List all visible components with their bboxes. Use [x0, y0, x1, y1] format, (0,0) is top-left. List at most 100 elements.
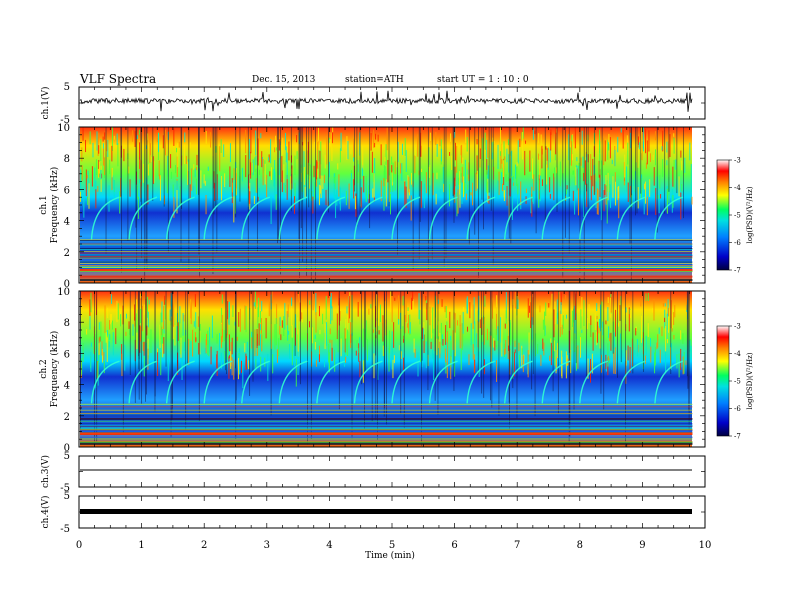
spectrogram-streak — [333, 176, 335, 184]
spectrogram-streak — [98, 161, 100, 174]
spectrogram-streak — [681, 183, 683, 192]
spectrogram-streak — [331, 347, 333, 361]
spectrogram-band — [80, 409, 693, 411]
spectrogram-streak — [94, 167, 96, 191]
spectrogram-band — [80, 263, 693, 264]
spectrogram-streak — [662, 130, 664, 152]
spectrogram-streak — [340, 338, 342, 357]
spectrogram-sferic — [443, 127, 445, 267]
spectrogram-streak — [475, 172, 477, 191]
spectrogram-streak — [294, 182, 296, 203]
spectrogram-streak — [368, 308, 370, 315]
spectrogram-streak — [566, 314, 568, 319]
spectrogram-streak — [207, 330, 209, 355]
spectrogram-band — [80, 244, 693, 246]
spectrogram-streak — [467, 169, 469, 175]
spectrogram-streak — [635, 144, 637, 163]
spectrogram-streak — [179, 186, 181, 206]
spectrogram-streak — [383, 177, 385, 187]
spectrogram-streak — [124, 344, 126, 371]
spectrogram-streak — [437, 299, 439, 304]
spectrogram-streak — [203, 174, 205, 184]
spectrogram-streak — [173, 196, 175, 218]
spectrogram-streak — [690, 164, 692, 192]
spectrogram-streak — [521, 345, 523, 369]
spectrogram-streak — [537, 343, 539, 354]
spectrogram-streak — [339, 148, 341, 163]
spectrogram-streak — [233, 196, 235, 223]
spectrogram-streak — [232, 305, 234, 317]
spectrogram-streak — [555, 127, 557, 155]
spectrogram-sferic — [96, 291, 98, 443]
spectrogram-streak — [442, 339, 444, 346]
spectrogram-band — [80, 266, 693, 268]
spectrogram-streak — [433, 353, 435, 381]
spectrogram-streak — [318, 150, 320, 162]
spectrogram-streak — [449, 152, 451, 156]
spectrogram-streak — [309, 164, 311, 176]
spectrogram-streak — [253, 302, 255, 307]
spectrogram-sferic — [427, 291, 429, 391]
spectrogram-streak — [472, 182, 474, 206]
spectrogram-sferic — [364, 291, 365, 429]
spectrogram-streak — [505, 310, 507, 324]
spectrogram-streak — [270, 139, 272, 164]
spectrogram-streak — [556, 299, 558, 325]
spectrogram-band — [80, 420, 693, 422]
header-date: Dec. 15, 2013 — [252, 75, 316, 85]
spectrogram-streak — [398, 319, 400, 325]
spectrogram-streak — [575, 293, 577, 321]
spectrogram-streak — [596, 315, 598, 320]
spectrogram-streak — [87, 170, 89, 189]
spectrogram-sferic — [127, 127, 129, 241]
header-start-time: start UT = 1 : 10 : 0 — [437, 75, 529, 85]
spectrogram-streak — [231, 182, 233, 193]
spectrogram-streak — [514, 349, 516, 354]
spectrogram-streak — [162, 343, 164, 358]
spectrogram-streak — [476, 333, 478, 356]
spectrogram-streak — [262, 159, 264, 186]
spectrogram-streak — [606, 180, 608, 192]
spectrogram-streak — [345, 327, 347, 355]
spectrogram-streak — [560, 292, 562, 305]
spectrogram-streak — [642, 127, 644, 149]
spectrogram-streak — [339, 186, 341, 204]
spectrogram-streak — [680, 192, 682, 220]
spectrogram-sferic — [163, 127, 165, 207]
spectrogram-band — [80, 255, 693, 257]
spectrogram-streak — [614, 149, 616, 167]
spectrogram-streak — [503, 190, 505, 202]
spectrogram-streak — [246, 341, 248, 352]
spectrogram-streak — [255, 168, 257, 193]
spectrogram-streak — [309, 321, 311, 328]
spectrogram-streak — [512, 182, 514, 186]
spectrogram-streak — [429, 164, 431, 186]
spectrogram-streak — [648, 130, 650, 152]
spectrogram-streak — [147, 133, 149, 141]
whistler-trace — [428, 360, 458, 404]
spectrogram-streak — [613, 352, 615, 374]
spectrogram-streak — [686, 298, 688, 311]
spectrogram-streak — [614, 347, 616, 375]
y-axis-label: Frequency (kHz) — [49, 331, 60, 408]
spectrogram-streak — [642, 338, 644, 347]
spectrogram-streak — [89, 315, 91, 330]
spectrogram-streak — [182, 313, 184, 336]
spectrogram-streak — [211, 315, 213, 339]
spectrogram-streak — [327, 291, 329, 298]
spectrogram-streak — [241, 167, 243, 182]
spectrogram-sferic — [569, 291, 571, 437]
spectrogram-streak — [359, 187, 361, 207]
spectrogram-sferic — [488, 127, 490, 193]
whistler-trace — [616, 360, 646, 404]
spectrogram-streak — [599, 329, 601, 349]
spectrogram-streak — [496, 306, 498, 335]
spectrogram-streak — [320, 185, 322, 194]
spectrogram-streak — [349, 296, 351, 319]
spectrogram-streak — [454, 127, 456, 138]
spectrogram-streak — [435, 193, 437, 205]
spectrogram-streak — [602, 321, 604, 336]
whistler-trace — [503, 360, 533, 404]
spectrogram-sferic — [369, 127, 371, 229]
spectrogram-streak — [101, 341, 103, 356]
